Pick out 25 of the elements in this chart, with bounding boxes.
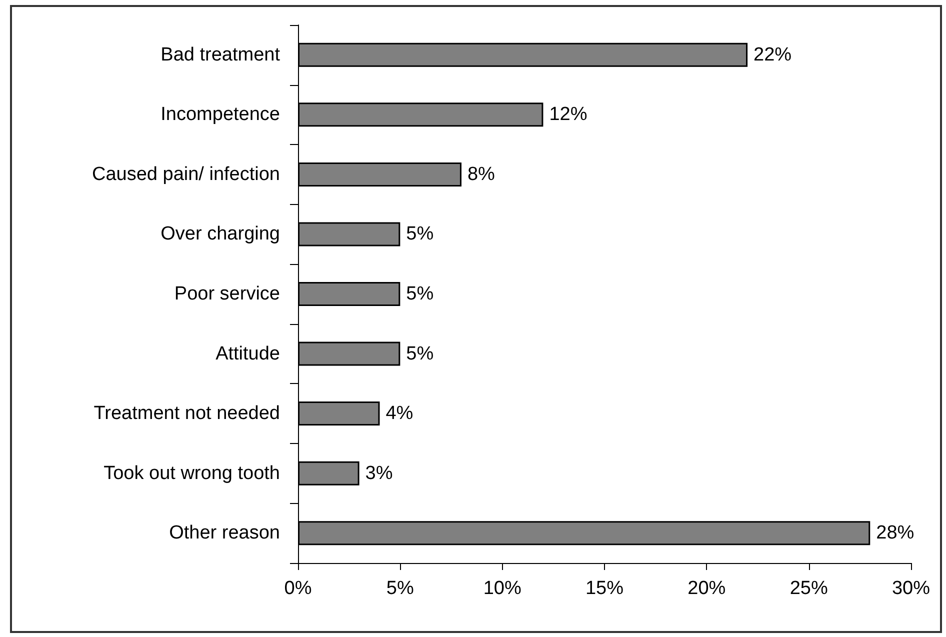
data-label: 5% (406, 284, 434, 304)
x-tick-label: 25% (790, 578, 828, 599)
y-tick-label: Attitude (216, 343, 280, 364)
x-tick-label: 30% (892, 578, 930, 599)
data-label: 8% (467, 164, 496, 185)
data-label: 5% (406, 224, 434, 245)
x-tick-label: 15% (585, 578, 624, 599)
y-tick-label: Bad treatment (160, 44, 281, 66)
data-label: 3% (365, 462, 393, 484)
data-label: 12% (549, 104, 588, 126)
x-tick-label: 0% (284, 578, 312, 599)
y-tick-label: Over charging (160, 224, 280, 245)
data-label: 28% (876, 522, 914, 544)
y-tick-label: Poor service (174, 284, 280, 304)
data-label: 5% (406, 343, 434, 364)
x-tick-label: 20% (688, 578, 726, 599)
y-tick-label: Incompetence (160, 104, 280, 126)
y-tick-label: Treatment not needed (94, 403, 280, 424)
data-label: 4% (386, 403, 414, 424)
y-tick-label: Other reason (169, 522, 280, 544)
x-tick-label: 10% (483, 578, 522, 599)
x-tick-label: 5% (386, 578, 414, 599)
y-tick-label: Took out wrong tooth (104, 462, 280, 484)
data-label: 22% (754, 44, 792, 66)
y-tick-label: Caused pain/ infection (92, 164, 280, 185)
